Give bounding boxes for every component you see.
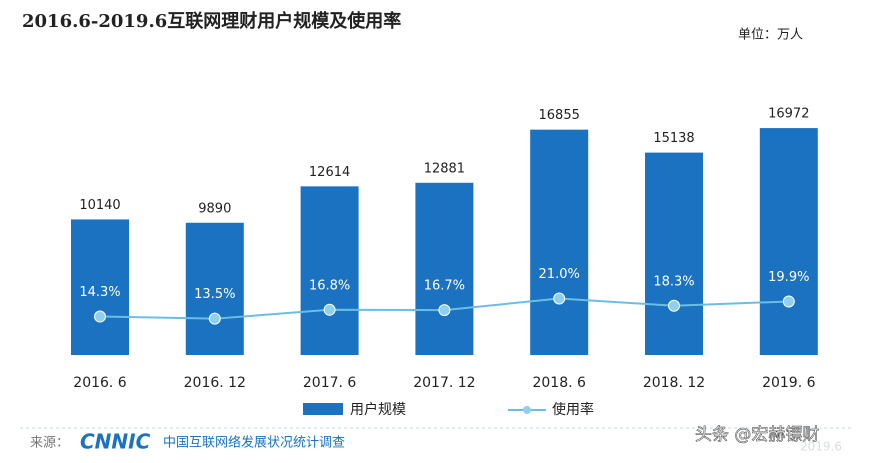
bar-value-label: 15138: [653, 131, 694, 146]
line-value-label: 16.8%: [309, 278, 350, 293]
source-text: 中国互联网络发展状况统计调查: [163, 435, 345, 451]
legend-label: 使用率: [552, 401, 594, 418]
source-date: 2019.6: [800, 440, 842, 454]
bar: [415, 182, 474, 355]
bar-value-label: 10140: [79, 198, 120, 213]
bar: [759, 128, 818, 355]
x-tick-label: 2016. 12: [184, 375, 246, 391]
line-point: [208, 312, 221, 325]
line-value-label: 16.7%: [424, 279, 465, 294]
bar: [71, 219, 129, 355]
legend-swatch: [523, 406, 531, 414]
bar: [530, 129, 589, 355]
unit-label: 单位：万人: [738, 28, 803, 43]
line-point: [438, 304, 451, 317]
x-tick-label: 2016. 6: [73, 375, 127, 391]
x-tick-label: 2017. 12: [413, 375, 475, 391]
legend: 用户规模 使用率: [303, 401, 594, 418]
x-tick-label: 2017. 6: [303, 375, 357, 391]
bar-value-label: 16855: [539, 108, 580, 123]
legend-swatch: [303, 403, 343, 415]
chart-title: 2016.6-2019.6互联网理财用户规模及使用率: [22, 10, 401, 32]
x-tick-label: 2018. 6: [532, 375, 586, 391]
line-point: [782, 295, 795, 308]
line-point: [668, 299, 680, 312]
line-value-label: 14.3%: [79, 285, 120, 300]
x-tick-label: 2018. 12: [643, 375, 705, 391]
bar: [645, 152, 703, 355]
x-tick-label: 2019. 6: [762, 375, 816, 391]
bar-value-label: 12614: [309, 165, 350, 180]
line-point: [94, 310, 106, 323]
line-value-label: 21.0%: [539, 267, 580, 282]
line-value-label: 18.3%: [653, 274, 694, 289]
line-value-label: 19.9%: [768, 270, 809, 285]
legend-label: 用户规模: [350, 401, 406, 418]
bar: [300, 186, 359, 355]
bar: [185, 222, 244, 355]
line-point: [323, 303, 336, 316]
bar-value-label: 9890: [198, 201, 231, 216]
line-point: [553, 292, 566, 305]
bar-value-label: 16972: [768, 107, 809, 122]
watermark: 头条 @宏赫镖财: [695, 425, 819, 445]
source-label: 来源：: [30, 436, 69, 451]
line-value-label: 13.5%: [194, 287, 235, 302]
plot-area: 2016. 6 2016. 12 2017. 6 2017. 12 2018. 6 201…: [71, 107, 818, 391]
source-logo: CNNIC: [80, 430, 151, 454]
bar-value-label: 12881: [424, 161, 465, 176]
